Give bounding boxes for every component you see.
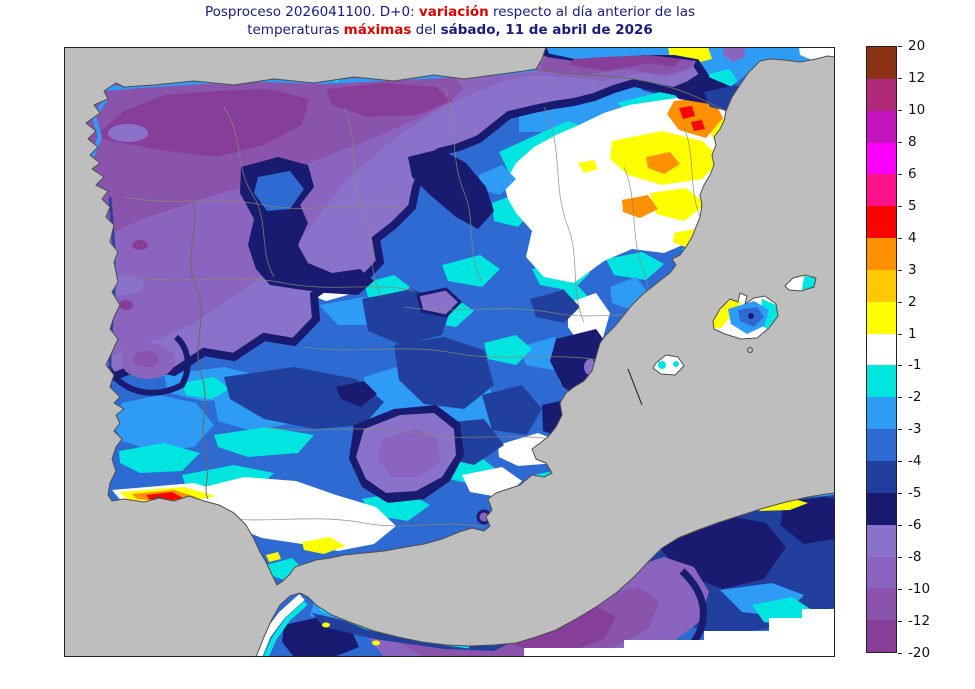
legend-band (867, 556, 896, 589)
legend-tick-label: 20 (908, 38, 926, 54)
legend-tick-mark (898, 557, 902, 559)
legend-tick-mark (898, 429, 902, 431)
title-text: temperaturas (247, 22, 344, 38)
legend-tick-mark (898, 493, 902, 495)
title-text: Posproceso 2026041100. D+0: (204, 4, 419, 20)
region-burgos-navy-blob (240, 149, 494, 295)
region-ebro-valley-warm (492, 75, 787, 291)
legend-tick-mark (898, 525, 902, 527)
legend-tick-mark (898, 333, 902, 335)
legend-tick-label: 6 (908, 165, 917, 182)
map-panel (64, 47, 835, 657)
legend-tick-mark (898, 397, 902, 399)
island-menorca (785, 275, 816, 291)
legend-band (867, 429, 896, 461)
title-highlight-variacion: variación (418, 4, 489, 20)
weather-map (64, 47, 835, 657)
legend-band (867, 588, 896, 621)
legend-tick-label: -6 (908, 517, 922, 534)
legend-tick-mark (898, 621, 902, 623)
legend-band (867, 269, 896, 302)
map-frame (64, 47, 835, 657)
legend-tick-mark (898, 461, 902, 463)
legend-tick-label: -8 (908, 549, 922, 566)
legend-tick-label: -5 (908, 485, 922, 502)
legend-tick-mark (898, 46, 902, 47)
coastlines (85, 47, 835, 657)
legend-band (867, 333, 896, 366)
legend-band (867, 620, 896, 653)
legend-band (867, 460, 896, 493)
island-cabrera (747, 347, 753, 353)
legend-tick-mark (898, 205, 902, 207)
title-date: sábado, 11 de abril de 2026 (440, 22, 653, 38)
legend-band (867, 174, 896, 207)
legend-tick-mark (898, 109, 902, 111)
legend-band (867, 78, 896, 111)
title-line-2: temperaturas máximas del sábado, 11 de a… (0, 21, 900, 39)
legend-tick-mark (898, 301, 902, 303)
legend-band (867, 206, 896, 239)
legend-tick-mark (898, 653, 902, 654)
legend-band (867, 47, 896, 79)
legend-band (867, 365, 896, 398)
legend-tick-label: -2 (908, 389, 922, 406)
legend-tick-label: 5 (908, 197, 917, 214)
legend-tick-mark (898, 237, 902, 239)
legend-tick-label: -3 (908, 421, 922, 438)
legend-tick-mark (898, 365, 902, 367)
title-text: del (411, 22, 441, 38)
island-ibiza (653, 355, 684, 375)
legend-tick-label: 12 (908, 69, 926, 86)
legend-tick-label: -4 (908, 453, 922, 470)
legend-band (867, 301, 896, 334)
legend-band (867, 397, 896, 430)
legend-tick-mark (898, 77, 902, 79)
legend-tick-mark (898, 269, 902, 271)
legend-bar (866, 46, 897, 653)
legend-band (867, 524, 896, 557)
legend-tick-mark (898, 141, 902, 143)
legend-tick-label: 1 (908, 325, 917, 342)
legend-tick-labels: 20 12 10 8 6 5 4 3 2 1 -1 -2 -3 -4 -5 -6 -8 -10 -12 -20 (898, 38, 962, 661)
legend-tick-label: 2 (908, 293, 917, 310)
legend-tick-label: -20 (908, 645, 931, 661)
legend-band (867, 110, 896, 143)
legend-tick-label: 10 (908, 101, 926, 118)
section-line (627, 368, 643, 406)
figure-title: Posproceso 2026041100. D+0: variación re… (0, 3, 900, 39)
title-line-1: Posproceso 2026041100. D+0: variación re… (0, 3, 900, 21)
no-data-steps (524, 609, 835, 657)
title-highlight-maximas: máximas (343, 22, 412, 38)
legend-tick-mark (898, 589, 902, 591)
legend-tick-label: -1 (908, 357, 922, 374)
legend-tick-label: -12 (908, 613, 931, 630)
legend-tick-label: 8 (908, 133, 917, 150)
legend-tick-label: 3 (908, 261, 917, 278)
legend-tick-label: 4 (908, 229, 917, 246)
legend-band (867, 492, 896, 525)
legend-tick-label: -10 (908, 581, 931, 598)
legend-band (867, 238, 896, 270)
legend-tick-mark (898, 173, 902, 175)
title-text: respecto al día anterior de las (488, 4, 696, 20)
legend-band (867, 142, 896, 175)
